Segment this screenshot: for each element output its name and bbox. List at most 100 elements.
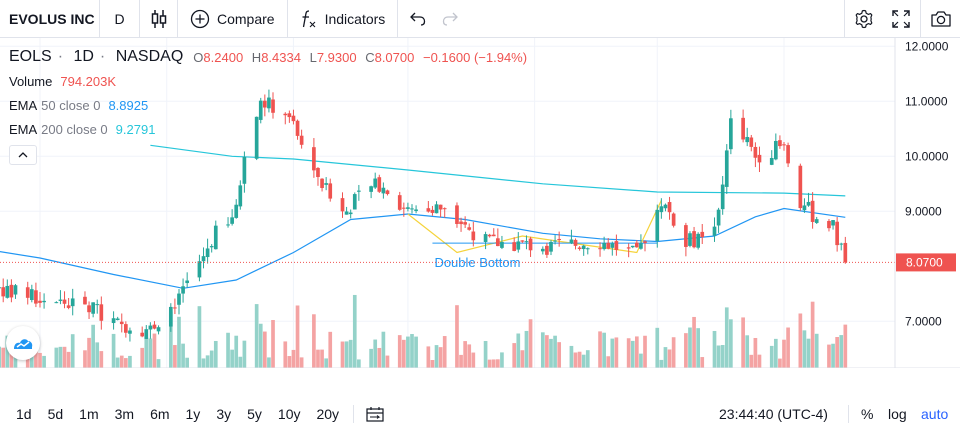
range-button-1d[interactable]: 1d bbox=[16, 406, 32, 422]
volume-bar bbox=[782, 339, 786, 368]
indicators-label: Indicators bbox=[324, 10, 386, 27]
compare-button[interactable]: Compare bbox=[178, 0, 288, 38]
volume-bar bbox=[1, 347, 6, 368]
volume-bar bbox=[585, 350, 590, 368]
volume-bar bbox=[573, 352, 578, 368]
candle-body bbox=[87, 305, 91, 313]
volume-bar bbox=[344, 341, 349, 368]
volume-bar bbox=[843, 324, 848, 368]
settings-button[interactable] bbox=[844, 0, 882, 38]
volume-bar bbox=[528, 319, 533, 368]
volume-bar bbox=[512, 343, 517, 368]
log-toggle[interactable]: log bbox=[888, 400, 907, 428]
range-button-5d[interactable]: 5d bbox=[47, 406, 64, 422]
range-button-10y[interactable]: 10y bbox=[277, 406, 301, 422]
candle-body bbox=[700, 231, 705, 238]
tradingview-logo-button[interactable] bbox=[6, 326, 40, 360]
candle-body bbox=[254, 116, 259, 159]
range-button-20y[interactable]: 20y bbox=[316, 406, 340, 422]
candle-body bbox=[242, 156, 247, 184]
volume-bar bbox=[410, 334, 414, 368]
candle-body bbox=[369, 186, 373, 192]
ema50-line bbox=[0, 207, 846, 289]
price-axis: 12.0000 11.0000 10.0000 9.0000 7.0000 bbox=[894, 38, 949, 368]
volume-bar bbox=[569, 345, 574, 368]
volume-bar bbox=[778, 358, 782, 368]
volume-legend-row[interactable]: Volume 794.203K bbox=[9, 69, 532, 93]
price-chart[interactable]: Double Bottom 8.0700 12.000011.000010.00… bbox=[0, 38, 960, 368]
symbol-search-button[interactable]: EVOLUS INC bbox=[0, 0, 100, 38]
volume-bar bbox=[156, 359, 161, 368]
candle-body bbox=[258, 100, 263, 120]
range-button-1y[interactable]: 1y bbox=[185, 406, 201, 422]
volume-bar bbox=[724, 307, 729, 368]
range-button-1m[interactable]: 1m bbox=[79, 406, 99, 422]
range-button-3y[interactable]: 3y bbox=[216, 406, 232, 422]
volume-bar bbox=[148, 338, 153, 368]
volume-bar bbox=[95, 342, 100, 368]
volume-bar bbox=[491, 359, 496, 368]
candle-body bbox=[111, 318, 116, 324]
volume-bar bbox=[831, 343, 835, 368]
percent-toggle[interactable]: % bbox=[861, 400, 873, 428]
candle-body bbox=[843, 242, 848, 263]
range-button-3m[interactable]: 3m bbox=[114, 406, 135, 422]
candle-body bbox=[757, 154, 762, 163]
volume-bar bbox=[414, 336, 418, 368]
redo-button[interactable] bbox=[434, 0, 466, 38]
date-range-button[interactable] bbox=[362, 406, 388, 422]
volume-bar bbox=[99, 351, 104, 368]
range-buttons: 1d 5d 1m 3m 6m 1y 3y 5y 10y 20y bbox=[6, 406, 345, 422]
candle-body bbox=[520, 240, 525, 242]
high-value: 8.4334 bbox=[261, 49, 301, 65]
volume-bar bbox=[655, 327, 660, 368]
ema50-legend-row[interactable]: EMA 50 close 0 8.8925 bbox=[9, 93, 532, 117]
range-button-5y[interactable]: 5y bbox=[247, 406, 262, 422]
volume-bar bbox=[128, 355, 132, 368]
screenshot-button[interactable] bbox=[920, 0, 960, 38]
volume-bar bbox=[553, 335, 557, 368]
candle-body bbox=[352, 194, 357, 210]
volume-bar bbox=[549, 338, 553, 368]
candle-body bbox=[688, 233, 692, 246]
candle-body bbox=[626, 247, 631, 249]
undo-button[interactable] bbox=[398, 0, 434, 38]
candle-body bbox=[381, 187, 386, 194]
candle-body bbox=[156, 327, 161, 332]
volume-bar bbox=[9, 352, 14, 368]
candle-body bbox=[377, 177, 382, 192]
volume-bar bbox=[58, 346, 63, 368]
low-key: L bbox=[309, 49, 317, 65]
volume-bar bbox=[0, 346, 1, 368]
candle-body bbox=[324, 183, 328, 185]
volume-bar bbox=[496, 359, 500, 368]
legend-collapse-button[interactable] bbox=[9, 145, 37, 165]
candle-body bbox=[655, 209, 660, 241]
price-tick-label: 11.0000 bbox=[905, 94, 948, 108]
volume-bar bbox=[602, 332, 606, 368]
candle-body bbox=[124, 324, 128, 333]
candle-body bbox=[831, 220, 835, 226]
chart-type-button[interactable] bbox=[140, 0, 178, 38]
volume-bar bbox=[173, 345, 177, 368]
indicators-button[interactable]: Indicators bbox=[288, 0, 399, 38]
volume-bar bbox=[839, 335, 844, 368]
ema200-line bbox=[150, 144, 846, 197]
volume-bar bbox=[545, 335, 549, 368]
candle-body bbox=[209, 246, 214, 248]
ema50-value: 8.8925 bbox=[108, 97, 149, 113]
open-key: O bbox=[193, 49, 204, 65]
auto-toggle[interactable]: auto bbox=[921, 400, 948, 428]
candle-body bbox=[545, 245, 549, 255]
volume-bar bbox=[700, 357, 705, 368]
fullscreen-button[interactable] bbox=[882, 0, 920, 38]
candle-body bbox=[168, 306, 173, 327]
volume-bar bbox=[328, 331, 333, 368]
volume-bar bbox=[773, 338, 778, 368]
price-tick-label: 7.0000 bbox=[905, 314, 942, 328]
ema200-legend-row[interactable]: EMA 200 close 0 9.2791 bbox=[9, 117, 532, 141]
range-button-6m[interactable]: 6m bbox=[150, 406, 170, 422]
clock-button[interactable]: 23:44:40 (UTC-4) bbox=[719, 400, 828, 428]
volume-bars bbox=[0, 294, 848, 368]
interval-button[interactable]: D bbox=[100, 0, 140, 38]
